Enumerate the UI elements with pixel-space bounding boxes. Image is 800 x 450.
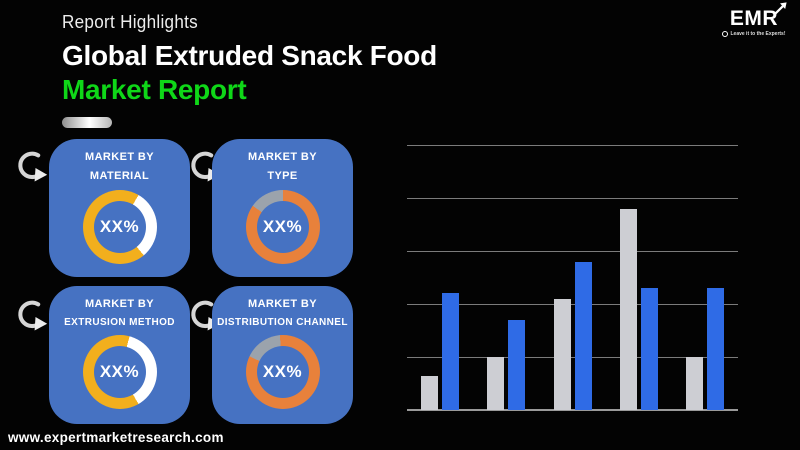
donut-chart-extrusion-method: XX% xyxy=(82,334,157,409)
gridline xyxy=(407,145,738,146)
gridline xyxy=(407,251,738,252)
blue-series-bar xyxy=(640,288,658,410)
emr-logo: EMR Leave it to the Experts! xyxy=(718,2,790,37)
emr-tagline-row: Leave it to the Experts! xyxy=(718,31,790,37)
growth-arrow-icon xyxy=(774,2,787,15)
donut-center-label: XX% xyxy=(256,200,309,253)
card-title-line2: TYPE xyxy=(267,170,298,183)
blue-series-bar xyxy=(706,288,724,410)
card-title-line2: DISTRIBUTION CHANNEL xyxy=(217,317,348,329)
target-ring-icon xyxy=(722,31,729,37)
blue-series-bar xyxy=(442,293,460,410)
eyebrow-text: Report Highlights xyxy=(62,12,199,32)
emr-tagline-text: Leave it to the Experts! xyxy=(730,31,786,37)
bar-group-3 xyxy=(539,145,605,410)
title-underline-pill xyxy=(62,117,112,128)
gray-series-bar xyxy=(421,375,439,410)
segment-card-extrusion-method: MARKET BY EXTRUSION METHOD XX% xyxy=(49,286,190,424)
card-title-line1: MARKET BY xyxy=(248,298,317,310)
blue-series-bar xyxy=(574,261,592,410)
bar-group-4 xyxy=(606,145,672,410)
bar-group-1 xyxy=(407,145,473,410)
cycle-arrow-icon xyxy=(18,151,48,182)
gridline xyxy=(407,357,738,358)
gridline xyxy=(407,304,738,305)
card-title-line1: MARKET BY xyxy=(248,151,317,163)
website-url: www.expertmarketresearch.com xyxy=(8,430,224,445)
gray-series-bar xyxy=(685,357,703,410)
page-title-line2: Market Report xyxy=(62,74,247,105)
bar-chart xyxy=(407,145,738,411)
card-title-line1: MARKET BY xyxy=(84,298,154,310)
segment-card-distribution-channel: MARKET BY DISTRIBUTION CHANNEL XX% xyxy=(212,286,353,424)
bar-groups xyxy=(407,145,738,410)
donut-center-label: XX% xyxy=(256,345,309,398)
donut-chart-type: XX% xyxy=(245,189,320,264)
card-title-line2: MATERIAL xyxy=(89,170,150,183)
donut-chart-distribution-channel: XX% xyxy=(245,334,320,409)
card-title-line2: EXTRUSION METHOD xyxy=(64,317,175,329)
x-axis-line xyxy=(407,409,738,411)
segment-card-type: MARKET BY TYPE XX% xyxy=(212,139,353,277)
header: Report Highlights Global Extruded Snack … xyxy=(62,12,437,128)
emr-logo-row: EMR xyxy=(718,2,790,31)
card-title: MARKET BY DISTRIBUTION CHANNEL xyxy=(217,295,348,332)
card-title-line1: MARKET BY xyxy=(85,151,154,163)
segment-cards: MARKET BY MATERIAL XX% MARKET BY TYPE XX% MARK… xyxy=(49,139,355,426)
gray-series-bar xyxy=(487,357,505,410)
card-title: MARKET BY EXTRUSION METHOD xyxy=(64,295,175,332)
donut-chart-material: XX% xyxy=(82,189,157,264)
gray-series-bar xyxy=(553,298,571,410)
emr-logo-text: EMR xyxy=(729,7,779,30)
gridline xyxy=(407,198,738,199)
page-title-line1: Global Extruded Snack Food xyxy=(62,40,437,71)
donut-center-label: XX% xyxy=(93,200,146,253)
bar-group-5 xyxy=(672,145,738,410)
donut-center-label: XX% xyxy=(93,345,146,398)
bar-group-2 xyxy=(473,145,539,410)
card-title: MARKET BY TYPE xyxy=(248,148,317,187)
gray-series-bar xyxy=(619,208,637,410)
card-title: MARKET BY MATERIAL xyxy=(85,148,154,187)
segment-card-material: MARKET BY MATERIAL XX% xyxy=(49,139,190,277)
blue-series-bar xyxy=(508,319,526,410)
cycle-arrow-icon xyxy=(18,300,48,331)
